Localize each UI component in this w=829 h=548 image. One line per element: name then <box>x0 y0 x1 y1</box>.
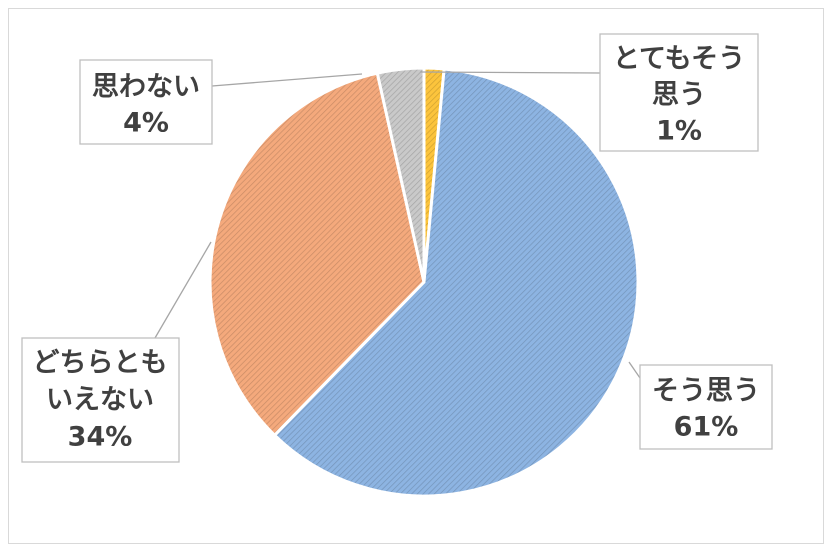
data-label-percent-1: 61% <box>674 412 739 443</box>
data-label-percent-2: 34% <box>68 422 133 453</box>
leader-line-3 <box>211 73 363 87</box>
leader-line-0 <box>419 71 601 74</box>
data-label-box-0 <box>599 33 759 152</box>
data-label-category-0-line-1: 思う <box>652 80 706 111</box>
pie-slice-3 <box>375 66 426 284</box>
data-label-category-0-line-0: とてもそう <box>613 44 745 75</box>
data-label-category-2-line-0: どちらとも <box>33 348 168 379</box>
data-label-box-2 <box>21 337 180 463</box>
leader-line-2 <box>154 241 212 339</box>
leader-line-1 <box>628 361 641 379</box>
data-label-percent-0: 1% <box>656 116 702 147</box>
pie-slice-1 <box>273 67 640 498</box>
data-label-category-2-line-1: いえない <box>46 385 154 416</box>
pie-slices <box>208 66 640 498</box>
leader-lines <box>154 71 641 379</box>
data-label-percent-3: 4% <box>123 108 169 139</box>
data-label-box-3 <box>79 59 213 145</box>
pie-slice-2 <box>208 71 426 437</box>
data-label-category-3-line-0: 思わない <box>92 72 200 103</box>
data-label-box-1 <box>639 364 773 450</box>
data-label-category-1-line-0: そう思う <box>652 376 760 407</box>
